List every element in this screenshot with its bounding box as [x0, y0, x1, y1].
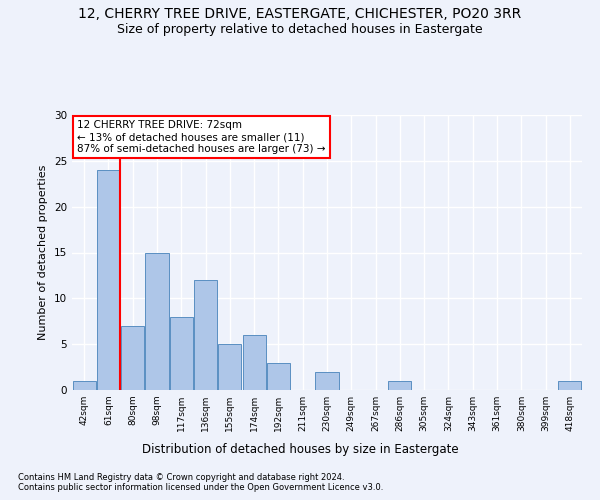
Bar — [218, 344, 241, 390]
Text: Contains HM Land Registry data © Crown copyright and database right 2024.: Contains HM Land Registry data © Crown c… — [18, 472, 344, 482]
Text: Contains public sector information licensed under the Open Government Licence v3: Contains public sector information licen… — [18, 484, 383, 492]
Bar — [145, 252, 169, 390]
Bar — [267, 362, 290, 390]
Text: 12, CHERRY TREE DRIVE, EASTERGATE, CHICHESTER, PO20 3RR: 12, CHERRY TREE DRIVE, EASTERGATE, CHICH… — [79, 8, 521, 22]
Y-axis label: Number of detached properties: Number of detached properties — [38, 165, 49, 340]
Text: Distribution of detached houses by size in Eastergate: Distribution of detached houses by size … — [142, 442, 458, 456]
Text: 12 CHERRY TREE DRIVE: 72sqm
← 13% of detached houses are smaller (11)
87% of sem: 12 CHERRY TREE DRIVE: 72sqm ← 13% of det… — [77, 120, 326, 154]
Bar — [97, 170, 120, 390]
Bar — [559, 381, 581, 390]
Bar — [242, 335, 266, 390]
Text: Size of property relative to detached houses in Eastergate: Size of property relative to detached ho… — [117, 22, 483, 36]
Bar — [316, 372, 338, 390]
Bar — [170, 316, 193, 390]
Bar — [194, 280, 217, 390]
Bar — [73, 381, 95, 390]
Bar — [388, 381, 412, 390]
Bar — [121, 326, 144, 390]
